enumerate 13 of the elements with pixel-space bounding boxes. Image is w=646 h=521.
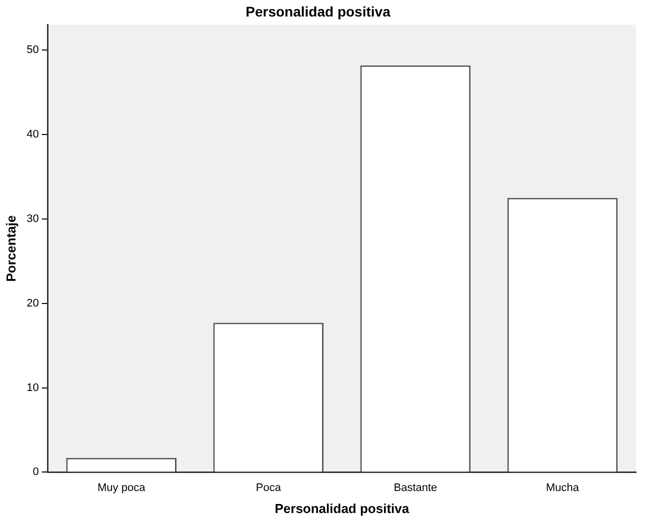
x-tick-label: Muy poca xyxy=(98,482,146,494)
x-axis-title: Personalidad positiva xyxy=(274,500,410,516)
y-tick-label: 0 xyxy=(32,466,39,478)
y-tick-label: 40 xyxy=(26,128,39,141)
x-tick-label: Bastante xyxy=(394,482,438,494)
chart-title: Personalidad positiva xyxy=(246,3,391,20)
y-axis-title: Porcentaje xyxy=(3,215,18,282)
y-tick-label: 20 xyxy=(26,297,39,310)
x-tick-label: Poca xyxy=(256,482,282,494)
y-tick-label: 50 xyxy=(26,44,39,56)
x-tick-label: Mucha xyxy=(546,482,580,494)
y-tick-label: 10 xyxy=(26,382,39,394)
y-tick-label: 30 xyxy=(26,212,39,225)
